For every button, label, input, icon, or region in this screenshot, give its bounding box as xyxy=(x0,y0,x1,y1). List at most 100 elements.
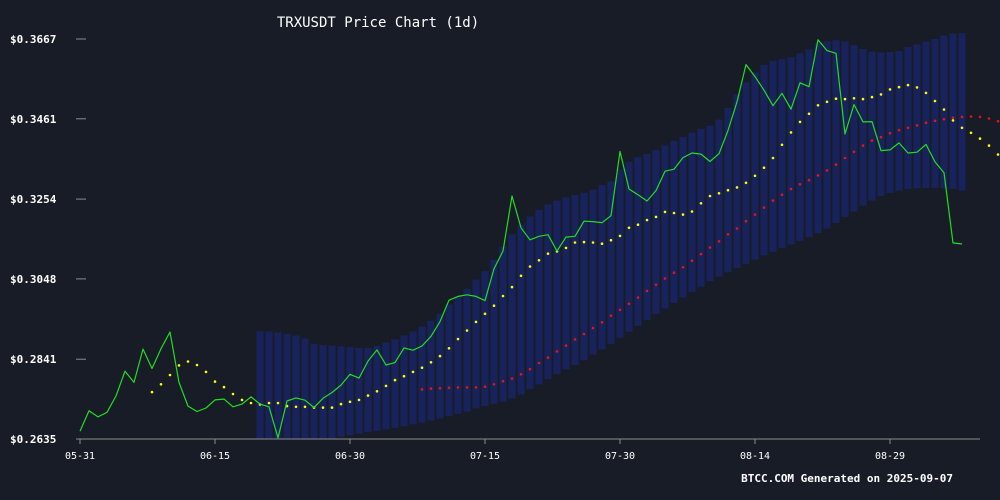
band-bar xyxy=(895,51,903,191)
band-bar xyxy=(877,52,885,196)
band-bar xyxy=(805,49,813,238)
ma-short-point xyxy=(933,99,937,103)
ma-short-point xyxy=(519,274,523,278)
ma-short-point xyxy=(330,406,334,409)
ma-long-point xyxy=(681,266,685,269)
band-bar xyxy=(553,200,561,375)
ma-short-point xyxy=(870,95,874,99)
ma-short-point xyxy=(771,156,775,160)
x-tick-label: 08-29 xyxy=(875,451,905,462)
ma-long-point xyxy=(663,277,667,280)
ma-short-point xyxy=(222,385,226,389)
ma-long-point xyxy=(951,116,955,119)
ma-short-point xyxy=(267,401,271,405)
ma-short-point xyxy=(483,312,487,316)
ma-long-point xyxy=(474,386,478,389)
band-bar xyxy=(499,246,507,402)
ma-long-point xyxy=(600,321,604,324)
band-bar xyxy=(751,72,759,260)
ma-short-point xyxy=(762,166,766,169)
y-tick-label: $0.3048 xyxy=(10,273,56,286)
band-bar xyxy=(346,347,354,436)
band-bar xyxy=(310,344,318,439)
ma-short-point xyxy=(636,223,640,226)
ma-short-point xyxy=(168,373,172,377)
ma-short-point xyxy=(942,108,946,111)
ma-long-point xyxy=(564,344,568,347)
band-bar xyxy=(769,61,777,252)
ma-long-point xyxy=(825,169,829,172)
ma-short-point xyxy=(960,126,964,130)
ma-short-point xyxy=(537,259,541,262)
band-bar xyxy=(535,209,543,385)
band-bar xyxy=(364,347,372,432)
band-bar xyxy=(787,57,795,245)
ma-long-point xyxy=(465,386,469,389)
ma-short-point xyxy=(438,354,442,358)
ma-long-point xyxy=(690,259,694,263)
band-bar xyxy=(418,326,426,423)
ma-long-point xyxy=(654,283,658,287)
band-bar xyxy=(256,331,264,439)
ma-long-point xyxy=(789,187,793,191)
ma-long-point xyxy=(708,246,712,249)
ma-short-point xyxy=(726,188,730,192)
band-bar xyxy=(715,119,723,277)
ma-short-point xyxy=(249,401,253,405)
ma-short-point xyxy=(609,238,613,242)
ma-short-point xyxy=(213,380,217,383)
band-bar xyxy=(580,192,588,361)
band-bar xyxy=(733,94,741,269)
band-bar xyxy=(814,43,822,234)
ma-short-series xyxy=(150,83,1000,409)
ma-short-point xyxy=(582,240,586,244)
band-bar xyxy=(616,169,624,338)
ma-long-point xyxy=(978,115,982,119)
ma-long-point xyxy=(879,135,883,139)
ma-long-point xyxy=(717,240,721,243)
ma-long-point xyxy=(780,193,784,197)
ma-short-point xyxy=(159,383,163,386)
band-bar xyxy=(661,145,669,309)
ma-short-point xyxy=(204,370,208,374)
band-bar xyxy=(697,128,705,287)
ma-short-point xyxy=(627,226,631,230)
ma-short-point xyxy=(735,186,739,189)
x-tick-label: 07-15 xyxy=(470,451,500,462)
ma-long-point xyxy=(807,178,811,182)
band-bar xyxy=(436,313,444,419)
ma-short-point xyxy=(600,242,604,245)
ma-short-point xyxy=(150,390,154,394)
band-bar xyxy=(643,154,651,320)
ma-long-point xyxy=(762,206,766,209)
ma-short-point xyxy=(969,131,973,135)
ma-short-point xyxy=(645,218,649,222)
ma-short-point xyxy=(816,104,820,107)
ma-long-point xyxy=(573,338,577,341)
ma-short-point xyxy=(447,347,451,350)
ma-long-point xyxy=(816,174,820,177)
ma-short-point xyxy=(384,384,388,388)
band-bar xyxy=(796,53,804,241)
ma-long-point xyxy=(861,144,865,147)
ma-long-point xyxy=(483,385,487,389)
ma-long-point xyxy=(744,219,748,223)
band-bar xyxy=(652,150,660,314)
ma-long-point xyxy=(906,126,910,130)
band-bar xyxy=(373,346,381,431)
y-tick-label: $0.3254 xyxy=(10,193,57,206)
band-bar xyxy=(517,225,525,395)
ma-long-point xyxy=(645,289,649,293)
ma-short-point xyxy=(807,112,811,116)
ma-long-point xyxy=(699,252,703,256)
ma-long-point xyxy=(771,199,775,202)
ma-short-point xyxy=(744,181,748,185)
ma-short-point xyxy=(906,83,910,87)
ma-short-point xyxy=(861,97,865,101)
ma-long-point xyxy=(519,373,523,376)
ma-long-point xyxy=(969,115,973,118)
ma-short-point xyxy=(672,211,676,215)
price-line xyxy=(79,39,963,439)
ma-short-point xyxy=(546,252,550,255)
band-bar xyxy=(274,332,282,439)
